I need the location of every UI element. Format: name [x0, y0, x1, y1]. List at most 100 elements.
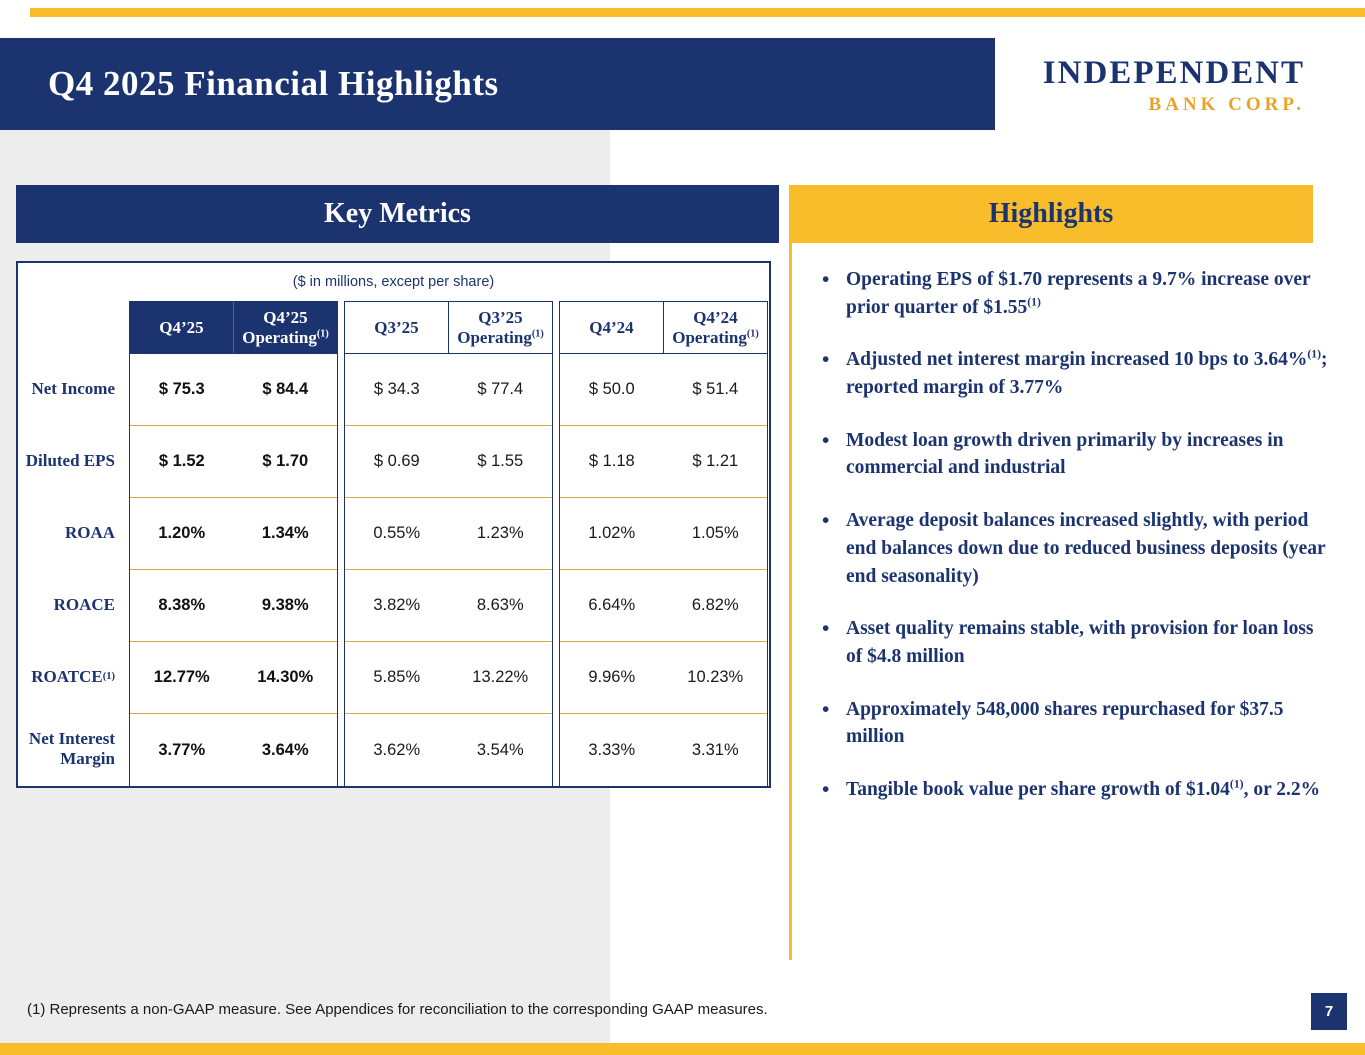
column-header-line2-text: Operating — [672, 327, 747, 347]
title-bar: Q4 2025 Financial Highlights — [0, 38, 995, 130]
table-cell: 3.33% — [588, 740, 636, 759]
column-header-line1: Q3’25 — [478, 308, 523, 328]
table-row: $ 50.0 $ 51.4 — [560, 354, 767, 426]
company-logo: Independent BANK CORP. — [1043, 55, 1305, 116]
footnote-ref: (1) — [1307, 347, 1321, 361]
row-label-roace: ROACE — [19, 569, 123, 641]
row-label-text: ROAA — [64, 523, 115, 543]
footnote-ref: (1) — [531, 327, 544, 339]
table-cell: $ 34.3 — [373, 380, 420, 398]
column-group-header: Q4’24 Q4’24 Operating(1) — [560, 302, 767, 354]
highlight-bullet-asset-quality: Asset quality remains stable, with provi… — [818, 614, 1330, 670]
bullet-text: Tangible book value per share growth of … — [846, 778, 1230, 800]
footnote-ref: (1) — [746, 327, 759, 339]
bullet-text: Adjusted net interest margin increased 1… — [846, 349, 1308, 371]
row-label-text: Diluted EPS — [25, 451, 115, 471]
footnote-ref: (1) — [1027, 295, 1041, 309]
bullet-text: , or 2.2% — [1243, 778, 1321, 800]
table-cell: 0.55% — [373, 524, 421, 542]
row-label-roaa: ROAA — [19, 497, 123, 569]
column-header-line2: Operating(1) — [242, 328, 329, 347]
table-cell: 1.02% — [588, 524, 636, 542]
bullet-text: Operating EPS of $1.70 represents a 9.7%… — [846, 269, 1311, 318]
table-row: 1.20% 1.34% — [130, 498, 337, 570]
footnote-ref: (1) — [1229, 777, 1244, 791]
column-group-header: Q4’25 Q4’25 Operating(1) — [130, 302, 337, 354]
bullet-text: Approximately 548,000 shares repurchased… — [846, 698, 1284, 748]
table-cell: 3.31% — [691, 740, 739, 759]
column-group-q4-25: Q4’25 Q4’25 Operating(1) $ 75.3 $ 84.4 $ … — [129, 301, 338, 787]
table-cell: $ 50.0 — [588, 380, 635, 398]
table-cell: 10.23% — [687, 668, 744, 686]
table-cell: 12.77% — [153, 668, 210, 686]
bullet-text: ; reported margin of 3.77% — [846, 349, 1328, 399]
table-cell: $ 0.69 — [373, 452, 420, 470]
column-header-line1: Q3’25 — [374, 317, 419, 337]
column-header-line2: Operating(1) — [672, 328, 759, 347]
column-group-q3-25: Q3’25 Q3’25 Operating(1) $ 34.3 $ 77.4 $ … — [344, 301, 553, 787]
table-cell: $ 1.21 — [692, 452, 739, 470]
table-row: 9.96% 10.23% — [560, 642, 767, 714]
table-grid: Net Income Diluted EPS ROAA ROACE ROATCE… — [18, 301, 769, 787]
table-cell: 9.96% — [588, 668, 636, 686]
highlights-header: Highlights — [789, 185, 1313, 243]
page-number: 7 — [1324, 1003, 1334, 1020]
table-row: 3.62% 3.54% — [345, 714, 552, 786]
table-row: $ 1.52 $ 1.70 — [130, 426, 337, 498]
column-header-q4-24-operating: Q4’24 Operating(1) — [663, 302, 767, 353]
table-cell: $ 51.4 — [692, 380, 739, 398]
highlights-title: Highlights — [988, 198, 1114, 229]
logo-company-name: Independent — [1042, 55, 1305, 91]
column-header-q3-25-operating: Q3’25 Operating(1) — [448, 302, 552, 353]
table-cell: 3.54% — [476, 740, 524, 759]
table-cell: $ 77.4 — [477, 380, 524, 398]
highlights-list: Operating EPS of $1.70 represents a 9.7%… — [818, 265, 1330, 829]
row-labels-column: Net Income Diluted EPS ROAA ROACE ROATCE… — [19, 301, 123, 787]
table-row: $ 1.18 $ 1.21 — [560, 426, 767, 498]
table-cell: 6.64% — [588, 596, 636, 614]
bottom-accent-bar — [0, 1043, 1365, 1055]
column-header-q4-25: Q4’25 — [130, 302, 233, 353]
column-header-line1: Q4’25 — [159, 317, 204, 337]
table-row: 3.77% 3.64% — [130, 714, 337, 786]
column-group-header: Q3’25 Q3’25 Operating(1) — [345, 302, 552, 354]
row-label-text: ROACE — [53, 595, 115, 615]
footnote-ref: (1) — [102, 670, 115, 682]
table-row: 3.33% 3.31% — [560, 714, 767, 786]
table-row: 3.82% 8.63% — [345, 570, 552, 642]
page-number-badge: 7 — [1311, 993, 1347, 1030]
table-row: $ 34.3 $ 77.4 — [345, 354, 552, 426]
table-cell: 3.77% — [158, 740, 206, 759]
column-header-line2: Operating(1) — [457, 328, 544, 347]
row-label-net-income: Net Income — [19, 353, 123, 425]
highlights-accent-line — [789, 243, 792, 960]
row-label-text: Net Income — [31, 379, 115, 399]
column-header-q3-25: Q3’25 — [345, 302, 448, 353]
table-cell: 6.82% — [691, 596, 739, 614]
table-cell: 3.64% — [261, 740, 309, 759]
highlight-bullet-net-interest-margin: Adjusted net interest margin increased 1… — [818, 345, 1330, 401]
footnote-ref: (1) — [316, 327, 329, 339]
table-cell: 5.85% — [373, 668, 421, 686]
row-labels-spacer — [19, 301, 123, 353]
table-row: 6.64% 6.82% — [560, 570, 767, 642]
row-label-diluted-eps: Diluted EPS — [19, 425, 123, 497]
row-label-roatce: ROATCE (1) — [19, 641, 123, 713]
bullet-text: Average deposit balances increased sligh… — [846, 510, 1326, 587]
bullet-text: Modest loan growth driven primarily by i… — [846, 429, 1284, 479]
column-header-q4-25-operating: Q4’25 Operating(1) — [233, 302, 337, 353]
key-metrics-header: Key Metrics — [16, 185, 779, 243]
page-title: Q4 2025 Financial Highlights — [48, 64, 499, 103]
table-row: $ 0.69 $ 1.55 — [345, 426, 552, 498]
table-cell: $ 1.55 — [477, 452, 524, 470]
column-header-line1: Q4’24 — [589, 317, 634, 337]
table-cell: $ 84.4 — [262, 380, 309, 398]
column-header-line1: Q4’24 — [693, 308, 738, 328]
table-cell: 1.23% — [476, 524, 524, 542]
table-cell: 8.63% — [476, 596, 524, 614]
key-metrics-table: ($ in millions, except per share) Net In… — [16, 261, 771, 788]
table-cell: 3.82% — [373, 596, 421, 614]
table-cell: 3.62% — [373, 740, 421, 759]
top-accent-bar — [30, 8, 1365, 17]
